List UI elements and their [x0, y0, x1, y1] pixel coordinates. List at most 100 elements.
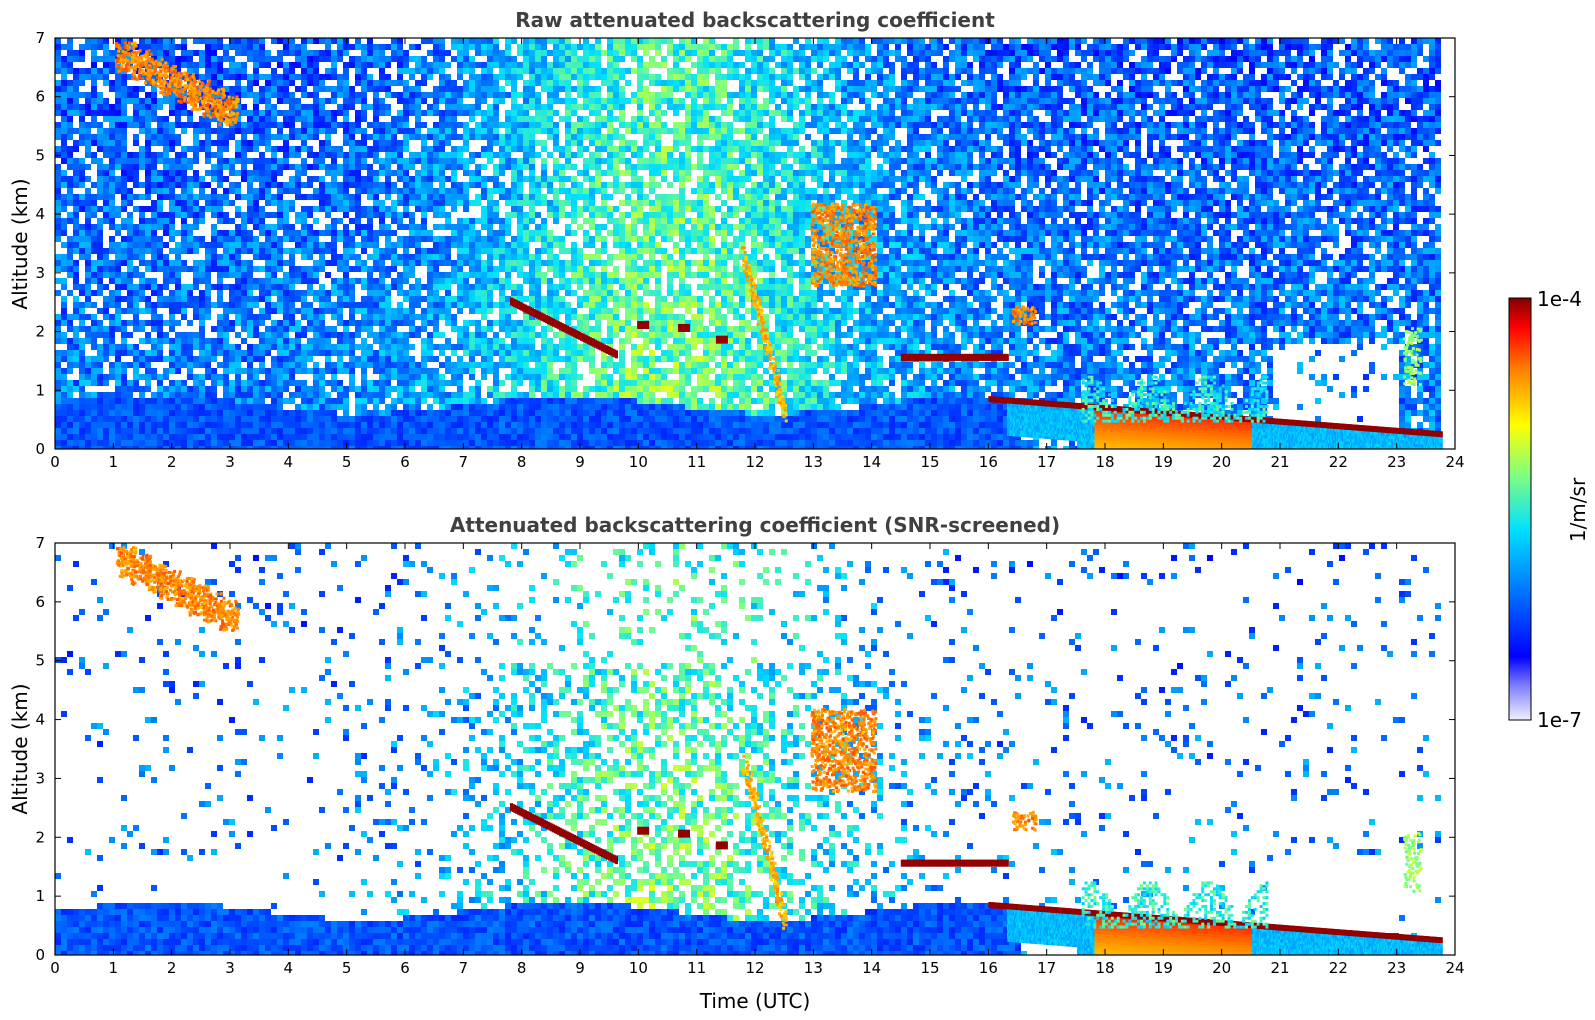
- noise-cell: [979, 38, 985, 44]
- noise-cell: [1393, 92, 1399, 98]
- noise-cell: [427, 50, 433, 56]
- noise-cell: [955, 44, 961, 50]
- noise-cell: [1045, 44, 1051, 50]
- noise-cell: [451, 80, 457, 86]
- noise-cell: [1147, 80, 1153, 86]
- noise-cell: [907, 86, 913, 92]
- noise-cell: [1339, 38, 1345, 44]
- noise-cell: [337, 110, 343, 116]
- noise-cell: [1207, 98, 1213, 104]
- noise-cell: [1243, 92, 1249, 98]
- noise-cell: [577, 92, 583, 98]
- noise-cell: [397, 98, 403, 104]
- noise-cell: [1177, 50, 1183, 56]
- noise-cell: [781, 92, 787, 98]
- noise-cell: [1285, 44, 1291, 50]
- noise-cell: [541, 56, 547, 62]
- noise-cell: [1033, 50, 1039, 56]
- noise-cell: [241, 68, 247, 74]
- noise-cell: [199, 50, 205, 56]
- noise-cell: [337, 50, 343, 56]
- noise-cell: [985, 62, 991, 68]
- noise-cell: [859, 98, 865, 104]
- noise-cell: [1339, 92, 1345, 98]
- noise-cell: [685, 38, 691, 44]
- noise-cell: [1297, 86, 1303, 92]
- noise-cell: [595, 44, 601, 50]
- noise-cell: [565, 68, 571, 74]
- noise-cell: [1369, 62, 1375, 68]
- noise-cell: [181, 56, 187, 62]
- noise-cell: [1207, 86, 1213, 92]
- noise-cell: [1033, 68, 1039, 74]
- noise-cell: [589, 62, 595, 68]
- noise-cell: [967, 62, 973, 68]
- noise-cell: [1207, 56, 1213, 62]
- noise-cell: [931, 80, 937, 86]
- noise-cell: [637, 80, 643, 86]
- noise-cell: [739, 92, 745, 98]
- noise-cell: [625, 44, 631, 50]
- noise-cell: [1237, 104, 1243, 110]
- noise-cell: [697, 50, 703, 56]
- noise-cell: [1309, 50, 1315, 56]
- noise-cell: [1297, 98, 1303, 104]
- noise-cell: [85, 44, 91, 50]
- noise-cell: [649, 92, 655, 98]
- noise-cell: [1279, 98, 1285, 104]
- noise-cell: [895, 92, 901, 98]
- noise-cell: [505, 80, 511, 86]
- noise-cell: [997, 80, 1003, 86]
- noise-cell: [241, 44, 247, 50]
- noise-cell: [799, 56, 805, 62]
- noise-cell: [1387, 56, 1393, 62]
- noise-cell: [1093, 74, 1099, 80]
- noise-cell: [229, 44, 235, 50]
- noise-cell: [409, 98, 415, 104]
- noise-cell: [1315, 80, 1321, 86]
- noise-cell: [1351, 44, 1357, 50]
- noise-cell: [427, 68, 433, 74]
- noise-cell: [115, 80, 121, 86]
- noise-cell: [547, 104, 553, 110]
- noise-cell: [367, 50, 373, 56]
- noise-cell: [421, 56, 427, 62]
- noise-cell: [679, 86, 685, 92]
- noise-cell: [667, 98, 673, 104]
- noise-cell: [301, 44, 307, 50]
- noise-cell: [259, 74, 265, 80]
- noise-cell: [409, 56, 415, 62]
- noise-cell: [1147, 38, 1153, 44]
- noise-cell: [931, 44, 937, 50]
- noise-cell: [691, 80, 697, 86]
- noise-cell: [259, 38, 265, 44]
- noise-cell: [79, 44, 85, 50]
- noise-cell: [1345, 80, 1351, 86]
- noise-cell: [1267, 68, 1273, 74]
- noise-cell: [547, 86, 553, 92]
- noise-cell: [1363, 56, 1369, 62]
- noise-cell: [1009, 50, 1015, 56]
- noise-cell: [637, 44, 643, 50]
- noise-cell: [1417, 104, 1423, 110]
- noise-cell: [1045, 86, 1051, 92]
- noise-cell: [463, 44, 469, 50]
- noise-cell: [1075, 92, 1081, 98]
- noise-cell: [877, 50, 883, 56]
- noise-cell: [115, 74, 121, 80]
- noise-cell: [805, 74, 811, 80]
- noise-cell: [1249, 104, 1255, 110]
- noise-cell: [1273, 68, 1279, 74]
- noise-cell: [937, 98, 943, 104]
- noise-cell: [205, 50, 211, 56]
- noise-cell: [811, 50, 817, 56]
- noise-cell: [1249, 68, 1255, 74]
- noise-cell: [607, 104, 613, 110]
- noise-cell: [703, 38, 709, 44]
- noise-cell: [469, 62, 475, 68]
- noise-cell: [1153, 44, 1159, 50]
- noise-cell: [1435, 68, 1441, 74]
- noise-cell: [235, 80, 241, 86]
- noise-cell: [205, 74, 211, 80]
- noise-cell: [973, 38, 979, 44]
